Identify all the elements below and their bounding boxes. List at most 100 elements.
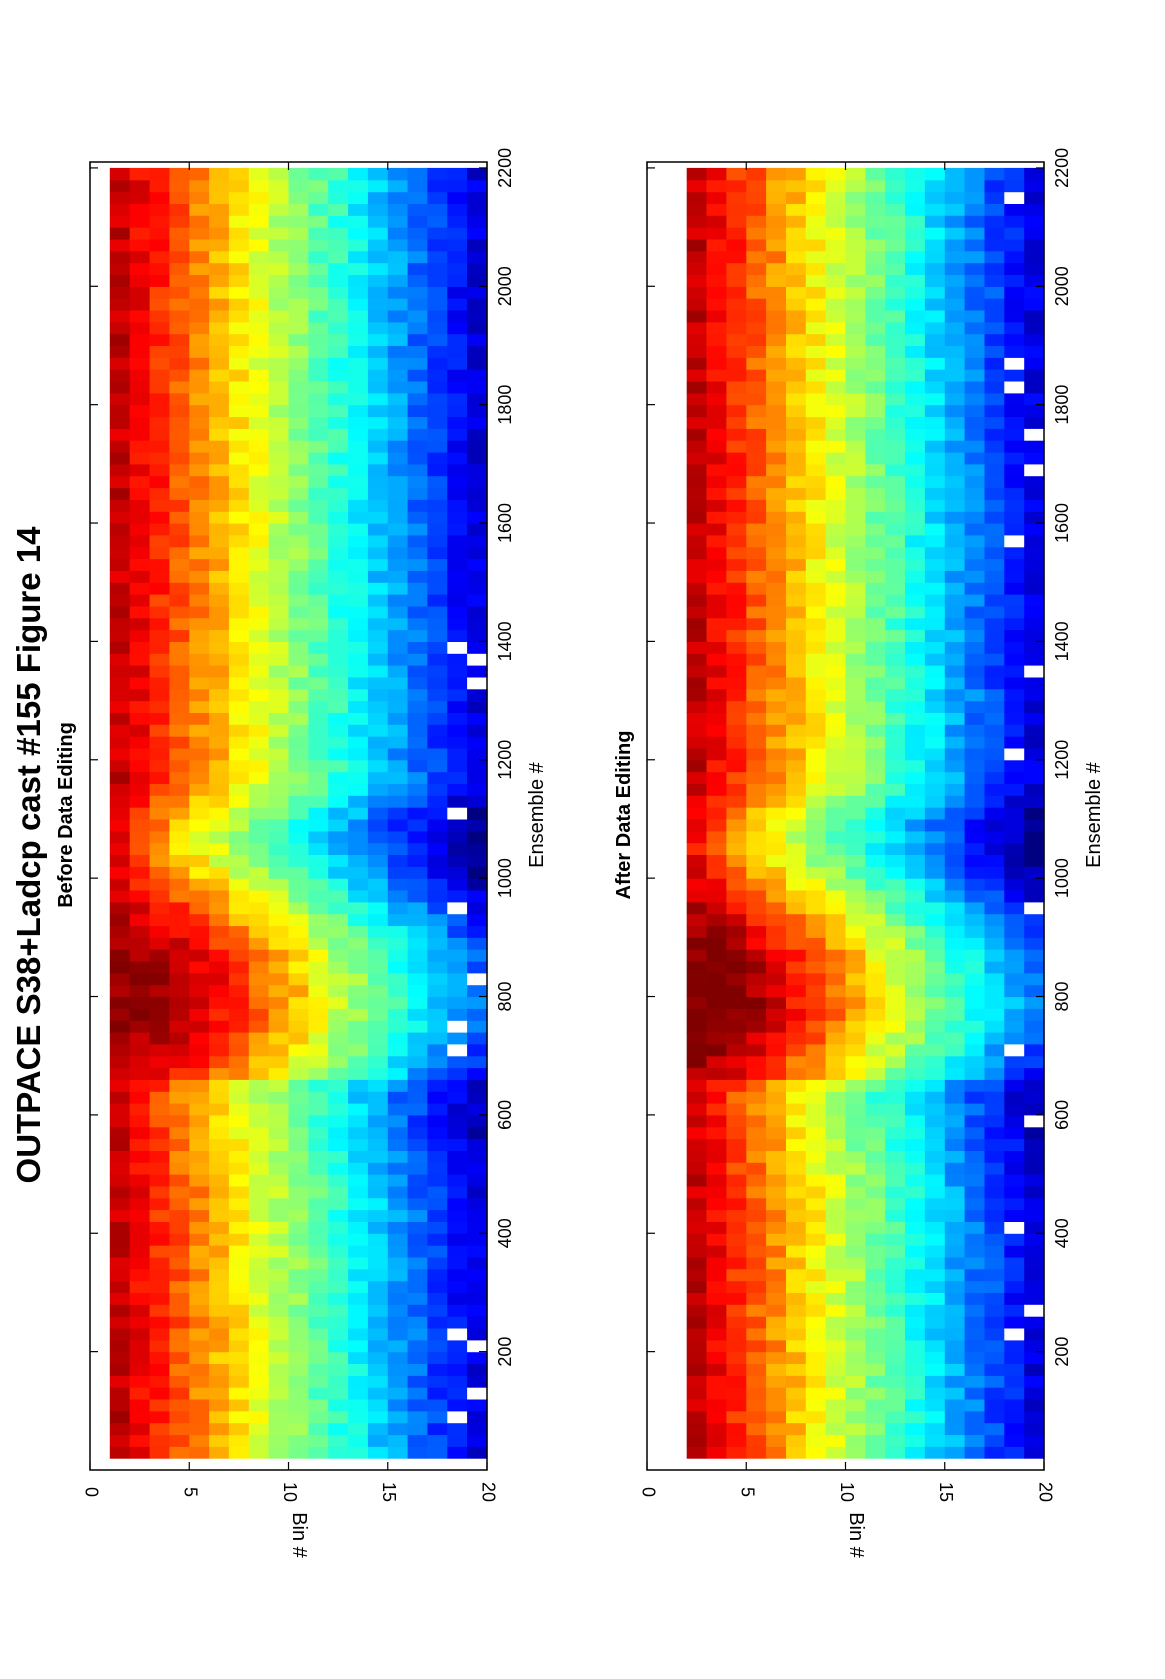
heatmap-cell	[129, 700, 151, 713]
heatmap-cell	[944, 381, 966, 394]
heatmap-cell	[805, 333, 827, 346]
heatmap-cell	[706, 1138, 727, 1151]
heatmap-cell	[726, 759, 747, 773]
heatmap-cell	[825, 949, 847, 962]
heatmap-cell	[387, 830, 409, 844]
heatmap-cell	[288, 1375, 309, 1388]
heatmap-cell	[984, 167, 1005, 181]
heatmap-cell	[228, 819, 250, 832]
heatmap-cell	[706, 534, 727, 548]
heatmap-cell	[189, 286, 210, 299]
heatmap-cell	[746, 357, 767, 370]
heatmap-cell	[726, 1126, 747, 1140]
heatmap-cell	[209, 345, 230, 358]
heatmap-cell	[308, 629, 329, 642]
heatmap-cell	[944, 546, 966, 560]
heatmap-cell	[189, 1316, 210, 1329]
heatmap-cell	[845, 298, 866, 311]
heatmap-cell	[169, 629, 190, 642]
heatmap-cell	[109, 878, 131, 891]
heatmap-cell	[706, 676, 727, 690]
heatmap-cell	[1004, 1055, 1025, 1069]
heatmap-cell	[686, 1197, 708, 1211]
heatmap-cell	[169, 1197, 190, 1211]
heatmap-cell	[268, 972, 290, 986]
heatmap-cell	[865, 215, 886, 228]
heatmap-cell	[1004, 641, 1025, 654]
heatmap-cell	[944, 310, 966, 323]
heatmap-cell	[367, 1256, 389, 1270]
heatmap-cell	[944, 369, 966, 382]
heatmap-cell	[109, 1162, 131, 1175]
heatmap-cell	[905, 440, 926, 453]
heatmap-cell	[129, 878, 151, 891]
heatmap-cell	[845, 381, 866, 394]
heatmap-cell	[407, 830, 428, 844]
heatmap-cell	[288, 179, 309, 193]
heatmap-cell	[924, 499, 946, 512]
heatmap-cell	[228, 1103, 250, 1116]
heatmap-cell	[706, 1043, 727, 1057]
heatmap-cell	[726, 440, 747, 453]
heatmap-cell	[1004, 1328, 1025, 1341]
heatmap-cell	[786, 274, 807, 287]
heatmap-cell	[746, 759, 767, 773]
heatmap-cell	[427, 345, 448, 358]
heatmap-cell	[427, 972, 448, 986]
heatmap-cell	[109, 1328, 131, 1341]
heatmap-cell	[885, 1032, 906, 1045]
heatmap-cell	[1004, 167, 1025, 181]
heatmap-cell	[447, 286, 468, 299]
heatmap-cell	[964, 1410, 986, 1424]
heatmap-cell	[706, 1268, 727, 1282]
heatmap-cell	[726, 428, 747, 441]
heatmap-cell	[467, 1150, 488, 1163]
heatmap-cell	[984, 1020, 1005, 1033]
heatmap-cell	[786, 759, 807, 773]
heatmap-cell	[348, 665, 369, 678]
heatmap-cell	[447, 227, 468, 240]
heatmap-cell	[766, 1020, 787, 1033]
heatmap-cell	[308, 440, 329, 453]
heatmap-cell	[944, 759, 966, 773]
heatmap-cell	[686, 594, 708, 607]
heatmap-cell	[189, 878, 210, 891]
heatmap-cell	[387, 558, 409, 571]
heatmap-cell	[686, 321, 708, 335]
heatmap-cell	[109, 1055, 131, 1069]
heatmap-cell	[786, 724, 807, 737]
heatmap-cell	[1004, 1103, 1025, 1116]
heatmap-cell	[308, 1055, 329, 1069]
heatmap-cell	[427, 298, 448, 311]
x-tick-label: 600	[495, 1100, 515, 1130]
heatmap-cell	[845, 1363, 866, 1376]
heatmap-cell	[328, 546, 349, 560]
heatmap-cell	[387, 842, 409, 855]
heatmap-cell	[209, 913, 230, 927]
heatmap-cell	[1004, 984, 1025, 998]
heatmap-cell	[387, 1174, 409, 1187]
heatmap-cell	[169, 1043, 190, 1057]
heatmap-cell	[109, 795, 131, 808]
heatmap-cell	[845, 404, 866, 418]
y-tick-label: 15	[936, 1482, 956, 1502]
heatmap-cell	[964, 1114, 986, 1128]
heatmap-cell	[427, 1138, 448, 1151]
heatmap-cell	[209, 1008, 230, 1021]
heatmap-cell	[328, 605, 349, 619]
heatmap-cell	[944, 724, 966, 737]
heatmap-cell	[228, 203, 250, 216]
heatmap-cell	[865, 546, 886, 560]
heatmap-cell	[427, 227, 448, 240]
heatmap-cell	[407, 594, 428, 607]
heatmap-cell	[209, 1304, 230, 1317]
heatmap-cell	[268, 1304, 290, 1317]
heatmap-cell	[865, 1174, 886, 1187]
heatmap-cell	[367, 499, 389, 512]
heatmap-cell	[447, 819, 468, 832]
heatmap-cell	[944, 842, 966, 855]
heatmap-cell	[209, 594, 230, 607]
heatmap-cell	[367, 878, 389, 891]
heatmap-cell	[786, 428, 807, 441]
heatmap-cell	[944, 1233, 966, 1246]
